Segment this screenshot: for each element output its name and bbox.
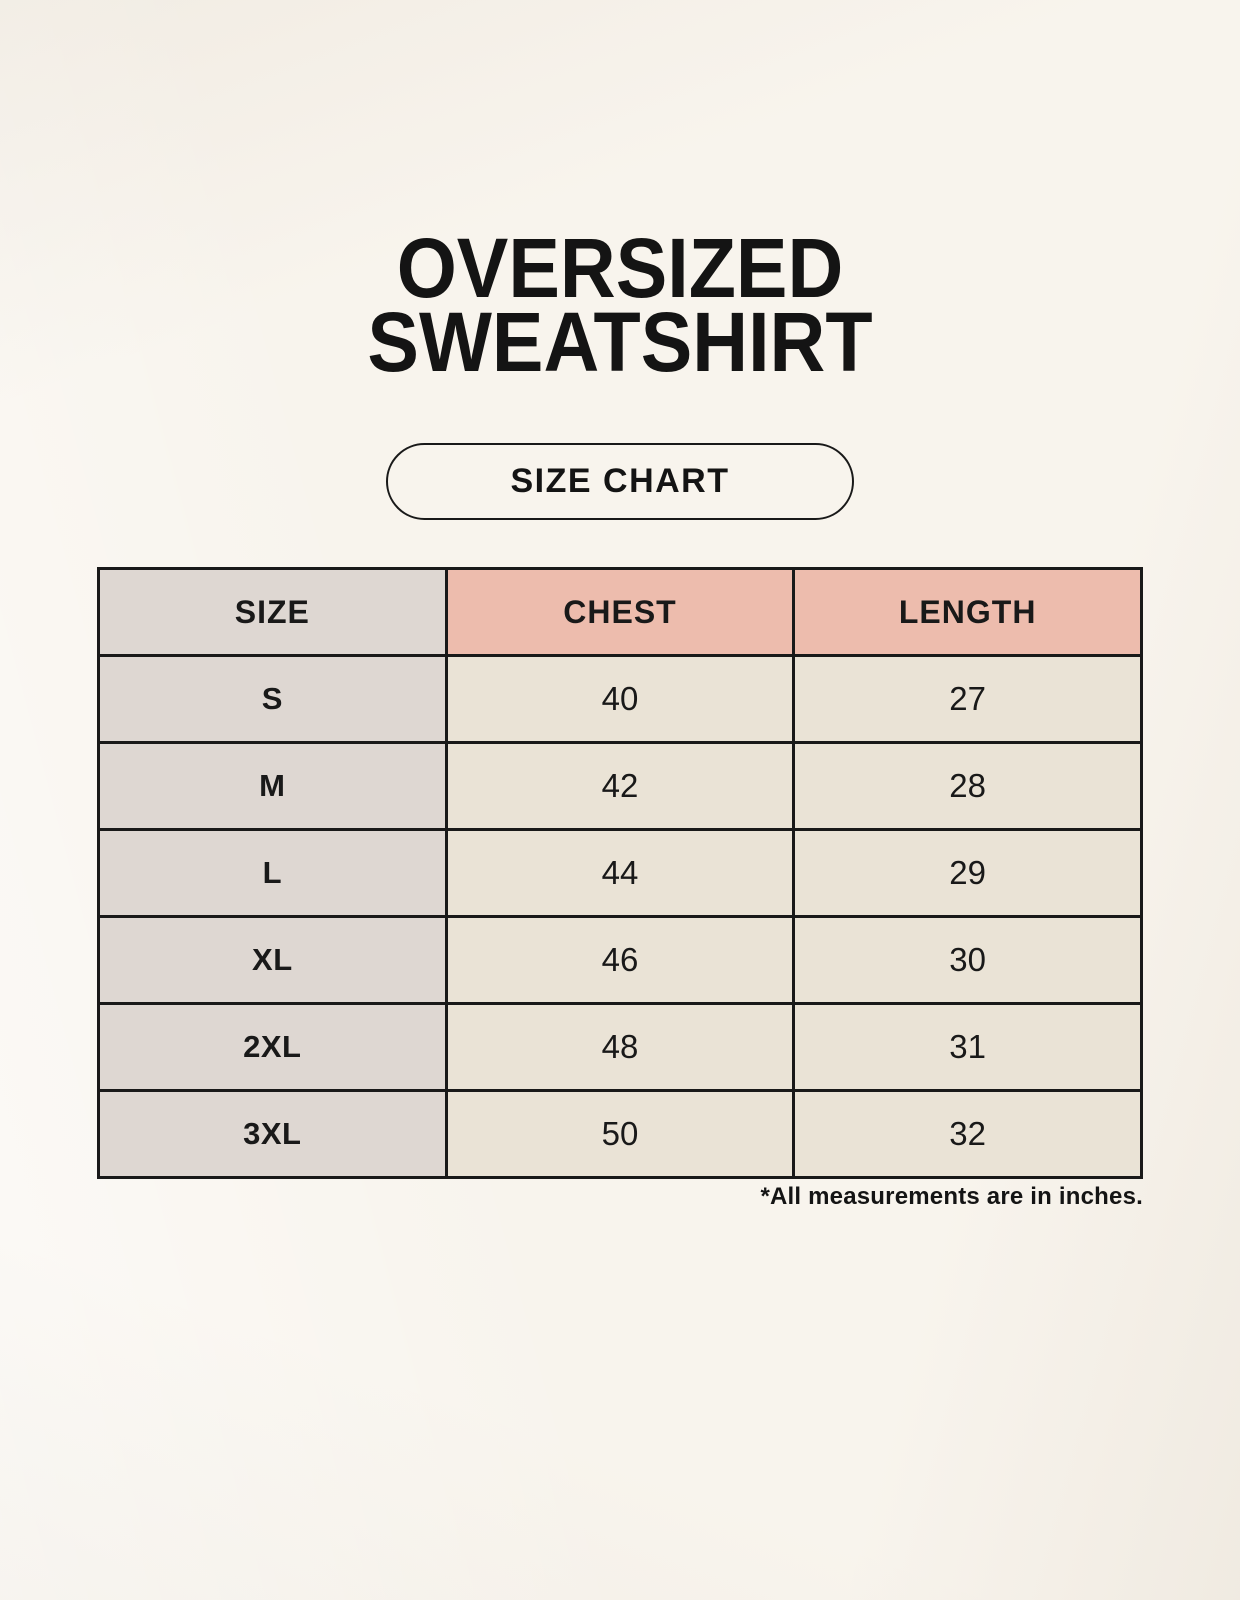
length-value: 31	[792, 1002, 1143, 1092]
length-value: 29	[792, 828, 1143, 918]
size-label: L	[97, 828, 448, 918]
table-row-3xl: 3XL 50 32	[97, 1089, 1143, 1179]
column-header-size: SIZE	[97, 567, 448, 657]
measurements-footnote: *All measurements are in inches.	[760, 1183, 1143, 1210]
table-row-s: S 40 27	[97, 654, 1143, 744]
title-line-2: SWEATSHIRT	[367, 294, 873, 389]
length-value: 32	[792, 1089, 1143, 1179]
chest-value: 42	[444, 741, 796, 831]
column-header-length: LENGTH	[792, 567, 1143, 657]
table-row-xl: XL 46 30	[97, 915, 1143, 1005]
table-header-row: SIZE CHEST LENGTH	[97, 567, 1143, 657]
chest-value: 40	[444, 654, 796, 744]
chest-value: 48	[444, 1002, 796, 1092]
size-chart-badge: SIZE CHART	[386, 443, 854, 520]
size-label: XL	[97, 915, 448, 1005]
chest-value: 50	[444, 1089, 796, 1179]
size-label: S	[97, 654, 448, 744]
title-line-1: OVERSIZED	[396, 221, 844, 315]
chest-value: 44	[444, 828, 796, 918]
size-chart-badge-label: SIZE CHART	[510, 462, 730, 500]
column-header-chest: CHEST	[444, 567, 796, 657]
chest-value: 46	[444, 915, 796, 1005]
table-row-2xl: 2XL 48 31	[97, 1002, 1143, 1092]
size-label: 3XL	[97, 1089, 448, 1179]
size-label: 2XL	[97, 1002, 448, 1092]
page-title: OVERSIZED SWEATSHIRT	[50, 221, 1191, 389]
length-value: 28	[792, 741, 1143, 831]
table-row-l: L 44 29	[97, 828, 1143, 918]
table-row-m: M 42 28	[97, 741, 1143, 831]
size-label: M	[97, 741, 448, 831]
length-value: 27	[792, 654, 1143, 744]
length-value: 30	[792, 915, 1143, 1005]
size-table: SIZE CHEST LENGTH S 40 27 M 42 28 L 44 2…	[97, 567, 1143, 1179]
